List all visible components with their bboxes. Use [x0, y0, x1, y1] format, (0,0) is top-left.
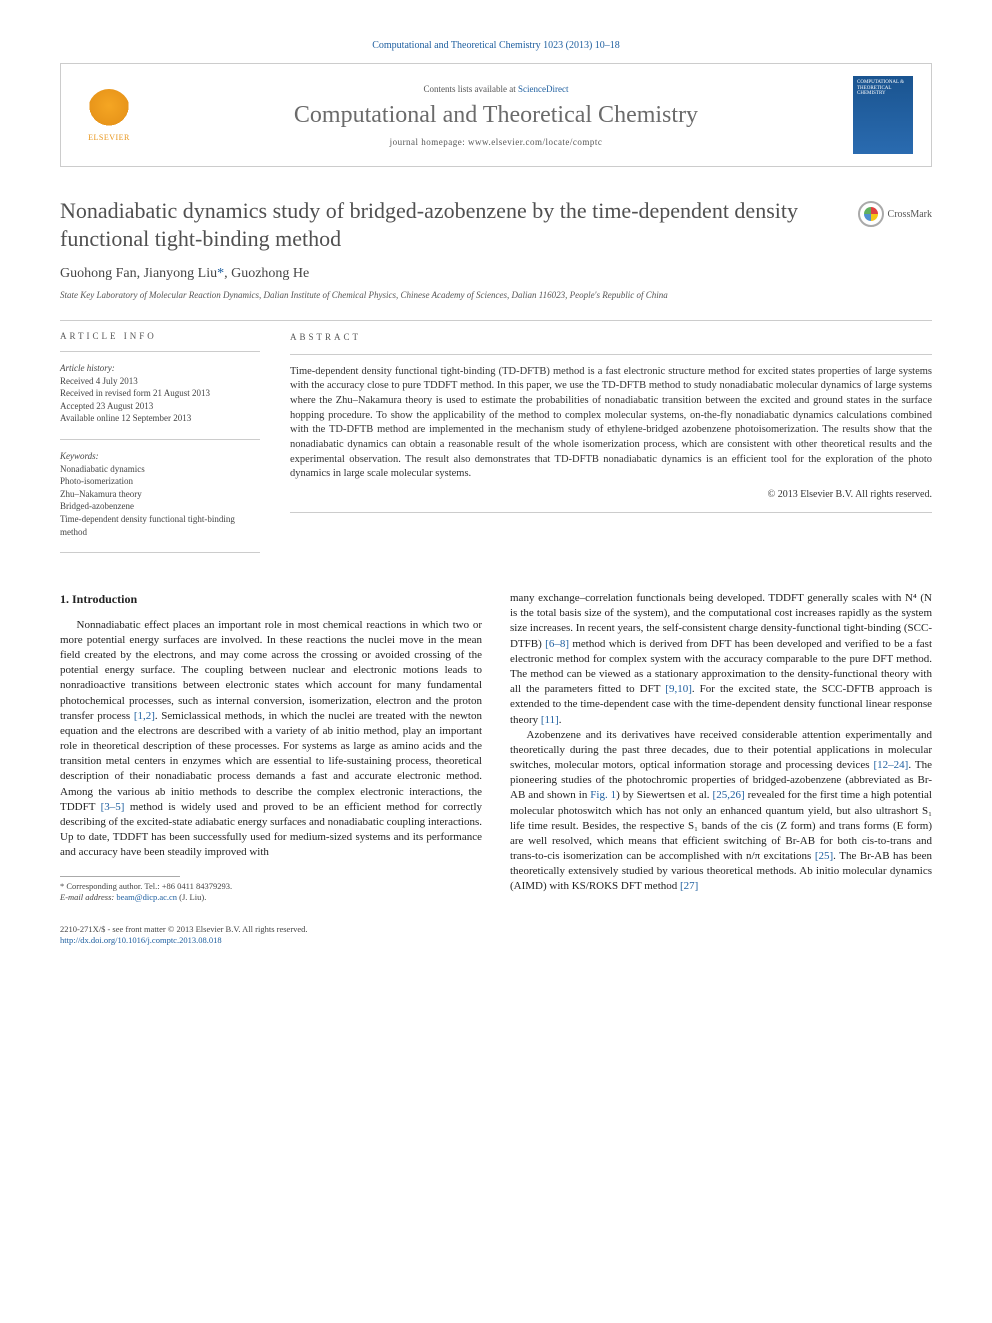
text: . Semiclassical methods, in which the nu… — [60, 710, 482, 813]
ref-link[interactable]: [6–8] — [545, 638, 569, 650]
ref-link[interactable]: [27] — [680, 880, 698, 892]
email-label: E-mail address: — [60, 892, 116, 902]
keywords-block: Keywords: Nonadiabatic dynamics Photo-is… — [60, 450, 260, 538]
email-line: E-mail address: beam@dicp.ac.cn (J. Liu)… — [60, 892, 482, 903]
crossmark-icon — [858, 201, 884, 227]
ref-link[interactable]: [3–5] — [101, 801, 125, 813]
body-paragraph: Nonnadiabatic effect places an important… — [60, 618, 482, 861]
issn-line: 2210-271X/$ - see front matter © 2013 El… — [60, 924, 932, 935]
divider — [290, 512, 932, 513]
divider — [60, 320, 932, 321]
text: ) by Siewertsen et al. — [616, 789, 712, 801]
keyword: Nonadiabatic dynamics — [60, 463, 260, 476]
revised-date: Received in revised form 21 August 2013 — [60, 387, 260, 400]
text: . — [559, 714, 562, 726]
email-link[interactable]: beam@dicp.ac.cn — [116, 892, 177, 902]
divider — [60, 439, 260, 440]
info-heading: ARTICLE INFO — [60, 331, 260, 341]
homepage-url: www.elsevier.com/locate/comptc — [468, 137, 602, 147]
corresponding-footnote: * Corresponding author. Tel.: +86 0411 8… — [60, 881, 482, 903]
accepted-date: Accepted 23 August 2013 — [60, 400, 260, 413]
ref-link[interactable]: [12–24] — [874, 759, 909, 771]
abstract-copyright: © 2013 Elsevier B.V. All rights reserved… — [290, 488, 932, 502]
divider — [290, 354, 932, 355]
footnote-separator — [60, 876, 180, 877]
ref-link[interactable]: [9,10] — [665, 683, 692, 695]
ref-link[interactable]: [25] — [815, 850, 833, 862]
journal-name: Computational and Theoretical Chemistry — [139, 102, 853, 129]
email-suffix: (J. Liu). — [177, 892, 206, 902]
keyword: Bridged-azobenzene — [60, 500, 260, 513]
header-center: Contents lists available at ScienceDirec… — [139, 84, 853, 147]
section-heading: 1. Introduction — [60, 591, 482, 608]
divider — [60, 552, 260, 553]
article-info-column: ARTICLE INFO Article history: Received 4… — [60, 331, 260, 563]
keyword: Time-dependent density functional tight-… — [60, 513, 260, 538]
elsevier-tree-icon — [88, 89, 130, 131]
keyword: Zhu–Nakamura theory — [60, 488, 260, 501]
received-date: Received 4 July 2013 — [60, 375, 260, 388]
contents-line: Contents lists available at ScienceDirec… — [139, 84, 853, 94]
title-row: Nonadiabatic dynamics study of bridged-a… — [60, 197, 932, 252]
text: Azobenzene and its derivatives have rece… — [510, 729, 932, 771]
ref-link[interactable]: Fig. 1 — [590, 789, 616, 801]
text: Nonnadiabatic effect places an important… — [60, 619, 482, 722]
contents-prefix: Contents lists available at — [424, 84, 518, 94]
article-title: Nonadiabatic dynamics study of bridged-a… — [60, 197, 838, 252]
authors-part2: , Guozhong He — [224, 266, 309, 281]
bottom-info: 2210-271X/$ - see front matter © 2013 El… — [60, 924, 932, 946]
doi-link[interactable]: http://dx.doi.org/10.1016/j.comptc.2013.… — [60, 935, 222, 945]
keywords-label: Keywords: — [60, 450, 260, 463]
journal-homepage: journal homepage: www.elsevier.com/locat… — [139, 137, 853, 147]
abstract-text: Time-dependent density functional tight-… — [290, 365, 932, 483]
top-citation: Computational and Theoretical Chemistry … — [60, 40, 932, 51]
authors-part1: Guohong Fan, Jianyong Liu — [60, 266, 217, 281]
corr-author-line: * Corresponding author. Tel.: +86 0411 8… — [60, 881, 482, 892]
affiliation: State Key Laboratory of Molecular Reacti… — [60, 290, 932, 300]
journal-header-box: ELSEVIER Contents lists available at Sci… — [60, 63, 932, 167]
text: method is widely used and proved to be a… — [60, 801, 482, 859]
info-abstract-row: ARTICLE INFO Article history: Received 4… — [60, 331, 932, 563]
sciencedirect-link[interactable]: ScienceDirect — [518, 84, 568, 94]
journal-cover-text: COMPUTATIONAL & THEORETICAL CHEMISTRY — [853, 76, 913, 101]
ref-link[interactable]: [25,26] — [713, 789, 745, 801]
body-paragraph: many exchange–correlation functionals be… — [510, 591, 932, 728]
keyword: Photo-isomerization — [60, 475, 260, 488]
elsevier-label: ELSEVIER — [88, 133, 130, 142]
homepage-prefix: journal homepage: — [390, 137, 468, 147]
online-date: Available online 12 September 2013 — [60, 412, 260, 425]
history-label: Article history: — [60, 362, 260, 375]
body-two-columns: 1. Introduction Nonnadiabatic effect pla… — [60, 591, 932, 903]
crossmark-badge[interactable]: CrossMark — [858, 201, 932, 227]
authors-line: Guohong Fan, Jianyong Liu*, Guozhong He — [60, 266, 932, 282]
crossmark-label: CrossMark — [888, 209, 932, 220]
divider — [60, 351, 260, 352]
ref-link[interactable]: [1,2] — [134, 710, 155, 722]
ref-link[interactable]: [11] — [541, 714, 559, 726]
article-history: Article history: Received 4 July 2013 Re… — [60, 362, 260, 425]
journal-cover-thumb: COMPUTATIONAL & THEORETICAL CHEMISTRY — [853, 76, 913, 154]
abstract-column: ABSTRACT Time-dependent density function… — [290, 331, 932, 563]
abstract-heading: ABSTRACT — [290, 331, 932, 344]
elsevier-logo: ELSEVIER — [79, 80, 139, 150]
body-paragraph: Azobenzene and its derivatives have rece… — [510, 728, 932, 895]
